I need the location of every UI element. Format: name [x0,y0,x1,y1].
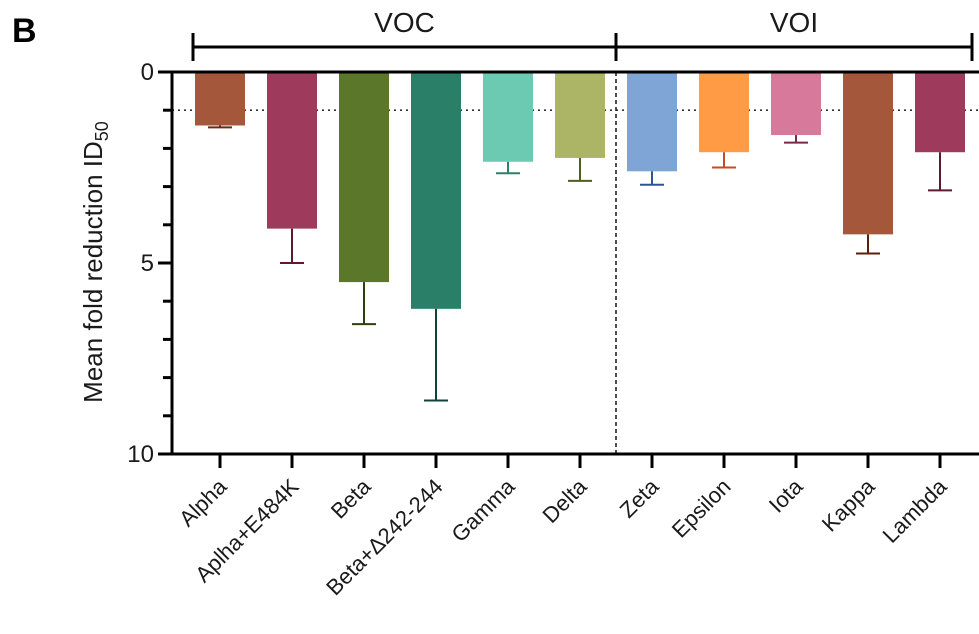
x-tick-label: Lambda [878,473,952,547]
x-tick-label: Delta [538,473,593,528]
group-label: VOC [374,7,435,38]
group-label: VOI [770,7,818,38]
y-axis-label: Mean fold reduction ID50 [78,121,112,403]
bar-7 [627,72,677,172]
y-axis-label-main: Mean fold reduction ID [78,141,108,403]
x-tick-label: Zeta [615,473,664,522]
bar-4 [411,72,461,309]
bar-10 [843,72,893,235]
bar-8 [699,72,749,153]
bars-layer [195,72,965,402]
panel-letter: B [12,12,37,50]
x-tick-label: Gamma [447,473,521,547]
bar-6 [555,72,605,158]
x-tick-label: Alpha [174,473,232,531]
axes-layer: 0 5 10 [127,59,979,468]
group-brackets-layer: VOC VOI [191,7,974,61]
x-tick-label: Kappa [817,473,880,536]
y-tick-label: 0 [141,59,154,86]
x-tick-label: Beta [326,473,376,523]
bar-1 [195,72,245,126]
y-tick-label: 10 [127,441,154,468]
y-tick-label: 5 [141,250,154,277]
bar-2 [267,72,317,229]
bar-9 [771,72,821,136]
y-axis-label-subscript: 50 [92,121,112,141]
bar-5 [483,72,533,162]
x-tick-label: Epsilon [667,474,736,543]
x-tick-label: Iota [764,473,808,517]
bar-11 [915,72,965,153]
bar-3 [339,72,389,283]
